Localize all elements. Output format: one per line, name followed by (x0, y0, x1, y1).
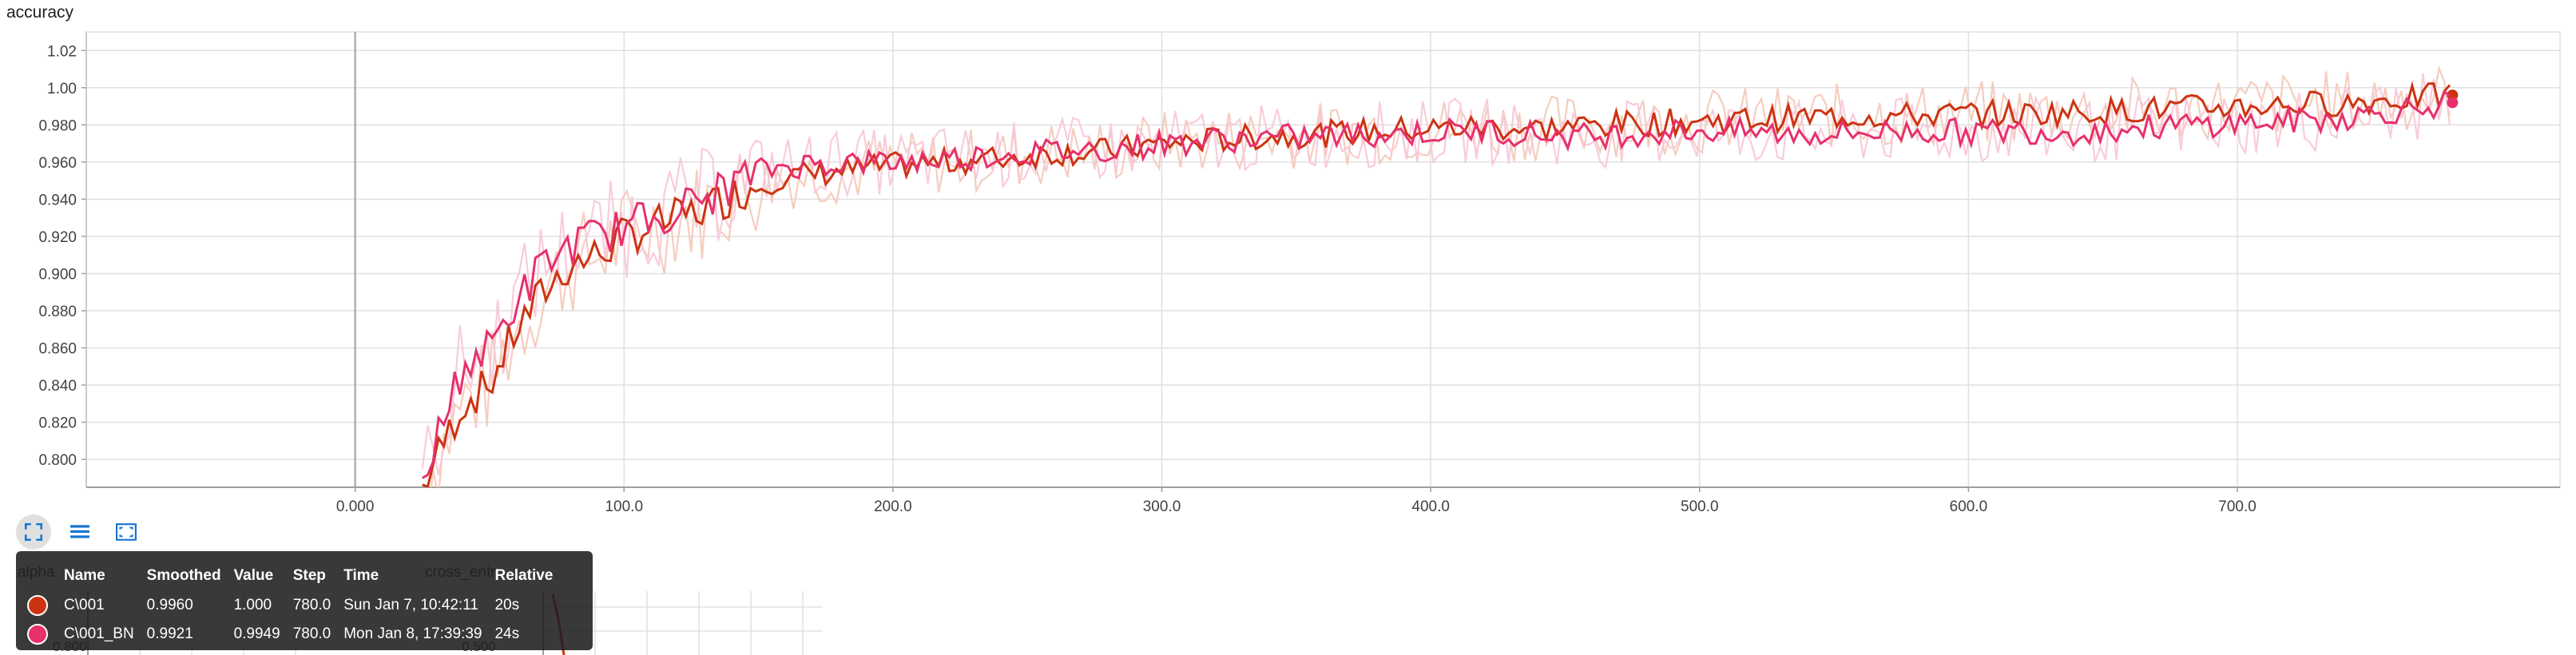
x-tick-label: 0.000 (336, 498, 375, 511)
y-tick-label: 0.900 (38, 266, 77, 283)
grid-layer (85, 31, 2561, 488)
y-tick-label: 0.920 (38, 229, 77, 246)
series-line (422, 81, 2451, 487)
log-scale-icon (70, 525, 89, 538)
tooltip-row-value: 1.000 (233, 597, 272, 613)
tooltip-header-smoothed: Smoothed (146, 567, 221, 584)
smoothed-series-layer (422, 81, 2459, 487)
series-line (422, 89, 2451, 479)
series-endpoint (2447, 97, 2459, 109)
tooltip-row-step: 780.0 (292, 597, 331, 613)
x-tick-label: 100.0 (605, 498, 643, 511)
chart-toolbar (16, 514, 144, 550)
expand-button[interactable] (109, 514, 144, 550)
y-tick-label: 0.960 (38, 155, 77, 172)
tooltip-row-step: 780.0 (292, 625, 331, 642)
series-color-swatch (27, 624, 48, 645)
tooltip-header-value: Value (233, 567, 274, 584)
y-tick-label: 1.02 (47, 43, 77, 60)
tooltip-row-time: Mon Jan 8, 17:39:39 (343, 625, 482, 642)
y-tick-label: 0.940 (38, 192, 77, 208)
raw-series-line (421, 73, 2451, 475)
y-tick-label: 0.840 (38, 378, 77, 395)
tooltip-header-name: Name (64, 567, 105, 584)
raw-series-layer (421, 65, 2451, 487)
expand-icon (116, 523, 137, 541)
axis-layer (81, 32, 2560, 492)
raw-series-line (430, 65, 2451, 487)
tooltip-row: C\001 0.9960 1.000 780.0 Sun Jan 7, 10:4… (27, 591, 566, 620)
chart-title: accuracy (6, 3, 74, 22)
tooltip-table: Name Smoothed Value Step Time Relative C… (27, 561, 566, 649)
fit-domain-button[interactable] (16, 514, 51, 550)
x-tick-label: 500.0 (1681, 498, 1719, 511)
tooltip-row-time: Sun Jan 7, 10:42:11 (343, 597, 478, 613)
x-tick-label: 200.0 (874, 498, 912, 511)
tooltip-row-value: 0.9949 (233, 625, 280, 642)
x-tick-label: 300.0 (1143, 498, 1181, 511)
tooltip-header-row: Name Smoothed Value Step Time Relative (27, 561, 566, 591)
y-tick-label: 1.00 (47, 81, 77, 97)
tooltip-header-step: Step (292, 567, 326, 584)
tick-label-layer: 0.800 0.820 0.840 0.860 0.880 0.900 0.920 0.940… (38, 43, 2256, 511)
tooltip-header-relative: Relative (494, 567, 554, 584)
tooltip-row-name: C\001_BN (64, 625, 134, 642)
series-color-swatch (27, 595, 48, 616)
y-tick-label: 0.980 (38, 117, 77, 134)
tooltip-row-smoothed: 0.9960 (146, 597, 193, 613)
tooltip: Name Smoothed Value Step Time Relative C… (16, 551, 593, 650)
tooltip-row-relative: 24s (494, 625, 520, 642)
x-tick-label: 700.0 (2218, 498, 2256, 511)
x-tick-label: 600.0 (1950, 498, 1988, 511)
y-tick-label: 0.800 (38, 452, 77, 469)
x-tick-label: 400.0 (1411, 498, 1450, 511)
tooltip-row-name: C\001 (64, 597, 105, 613)
tooltip-row-relative: 20s (494, 597, 520, 613)
chart-svg[interactable]: 0.800 0.820 0.840 0.860 0.880 0.900 0.920 0.940… (0, 0, 2576, 511)
y-tick-label: 0.820 (38, 415, 77, 432)
fit-domain-icon (24, 522, 43, 542)
y-tick-label: 0.860 (38, 341, 77, 358)
log-scale-button[interactable] (62, 514, 97, 550)
tooltip-row: C\001_BN 0.9921 0.9949 780.0 Mon Jan 8, … (27, 620, 566, 649)
y-tick-label: 0.880 (38, 304, 77, 320)
plot-frame (85, 31, 2561, 488)
tooltip-header-time: Time (343, 567, 379, 584)
tooltip-row-smoothed: 0.9921 (146, 625, 193, 642)
